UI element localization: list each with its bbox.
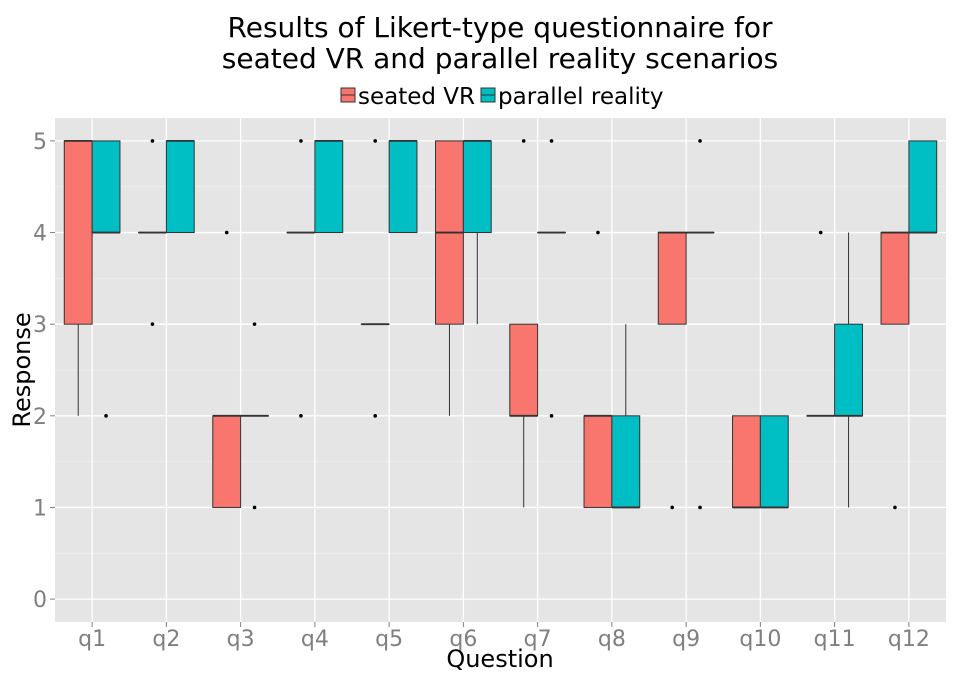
box-parallel-reality-q7 [537, 139, 566, 418]
outlier-point [549, 139, 554, 143]
outlier-point [150, 322, 155, 326]
box-seated-VR-q5 [360, 139, 390, 418]
chart-title-line-2: seated VR and parallel reality scenarios [222, 42, 778, 75]
outlier-point [373, 414, 378, 418]
box-body [759, 415, 789, 508]
y-axis-title: Response [8, 312, 36, 427]
x-tick-label: q11 [814, 627, 856, 652]
box-parallel-reality-q6 [462, 140, 492, 325]
legend-key-parallel-reality [480, 87, 496, 103]
x-axis-ticks: q1 q2 q3 q4 q5 q6 q7 q8 q9 q10 q11 q12 [78, 622, 930, 652]
box-seated-VR-q10 [732, 415, 761, 509]
x-tick-label: q3 [227, 627, 255, 652]
outlier-point [818, 230, 823, 235]
box-seated-VR-q8 [583, 230, 613, 508]
box-body [509, 323, 539, 417]
box-body [63, 140, 93, 325]
y-tick-label: 4 [33, 222, 47, 247]
x-tick-label: q1 [78, 627, 106, 652]
box-body [583, 415, 613, 508]
y-tick-label: 1 [33, 496, 47, 521]
x-tick-label: q5 [375, 627, 403, 652]
x-axis-title: Question [446, 645, 553, 673]
outlier-point [373, 139, 378, 143]
x-tick-label: q2 [152, 627, 180, 652]
x-tick-label: q8 [598, 627, 626, 652]
outlier-point [299, 139, 303, 143]
legend-key-seated-vr [340, 87, 356, 103]
box-body [732, 415, 761, 508]
outlier-point [698, 505, 702, 510]
outlier-point [596, 230, 600, 235]
outlier-point [252, 322, 257, 326]
box-seated-VR-q3 [212, 230, 242, 508]
box-parallel-reality-q12 [908, 140, 938, 234]
y-tick-label: 3 [33, 313, 47, 338]
box-body [165, 140, 195, 234]
outlier-point [670, 505, 675, 510]
grid-layer [55, 118, 946, 622]
box-body [91, 140, 121, 234]
outlier-point [521, 139, 526, 143]
box-body [908, 140, 938, 234]
box-parallel-reality-q3 [240, 322, 269, 510]
box-parallel-reality-q10 [759, 415, 789, 509]
legend: seated VR parallel reality [340, 84, 663, 110]
x-tick-label: q10 [739, 627, 781, 652]
legend-label-parallel-reality: parallel reality [498, 84, 663, 110]
box-body [314, 140, 344, 234]
box-seated-VR-q12 [880, 231, 910, 510]
box-seated-VR-q1 [63, 140, 93, 416]
box-parallel-reality-q4 [314, 140, 344, 234]
box-parallel-reality-q9 [685, 139, 715, 510]
chart-title-line-1: Results of Likert-type questionnaire for [228, 11, 773, 44]
outlier-point [252, 505, 257, 510]
x-tick-label: q9 [672, 627, 700, 652]
box-body [611, 415, 641, 508]
y-tick-label: 5 [33, 130, 47, 155]
box-body [462, 140, 492, 234]
x-tick-label: q6 [449, 627, 477, 652]
x-tick-label: q7 [524, 627, 552, 652]
box-body [834, 323, 863, 417]
outlier-point [549, 414, 554, 418]
box-parallel-reality-q5 [388, 140, 418, 234]
box-body [657, 232, 687, 325]
outlier-point [104, 414, 108, 418]
box-parallel-reality-q1 [91, 140, 121, 418]
box-parallel-reality-q2 [165, 140, 195, 234]
box-body [212, 415, 242, 508]
outlier-point [150, 139, 155, 143]
x-tick-label: q12 [888, 627, 930, 652]
box-parallel-reality-q8 [611, 324, 641, 509]
legend-label-seated-vr: seated VR [358, 84, 475, 110]
box-seated-VR-q6 [435, 140, 464, 416]
y-tick-label: 2 [33, 405, 47, 430]
box-parallel-reality-q11 [834, 232, 863, 508]
box-seated-VR-q11 [806, 230, 836, 417]
box-layer [63, 139, 938, 510]
y-tick-label: 0 [33, 588, 47, 613]
outlier-point [224, 230, 229, 235]
outlier-point [893, 505, 897, 510]
outlier-point [698, 139, 702, 143]
box-body [880, 232, 910, 325]
x-tick-label: q4 [301, 627, 329, 652]
box-seated-VR-q7 [509, 139, 539, 508]
outlier-point [299, 414, 303, 418]
box-seated-VR-q9 [657, 231, 687, 510]
box-body [388, 140, 418, 234]
y-axis-ticks: 0 1 2 3 4 5 [33, 130, 55, 613]
